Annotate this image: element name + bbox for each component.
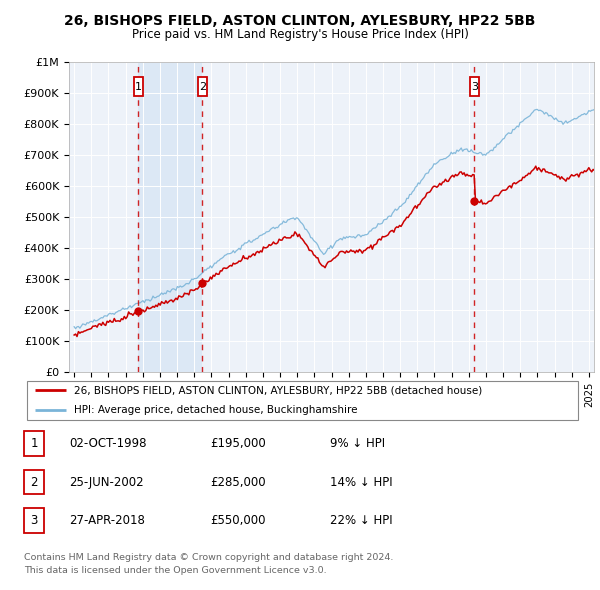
Text: 25-JUN-2002: 25-JUN-2002 [69, 476, 143, 489]
Text: This data is licensed under the Open Government Licence v3.0.: This data is licensed under the Open Gov… [24, 566, 326, 575]
Text: 2: 2 [199, 82, 206, 91]
Text: 22% ↓ HPI: 22% ↓ HPI [330, 514, 392, 527]
FancyBboxPatch shape [470, 77, 479, 96]
Text: 2: 2 [31, 476, 38, 489]
Text: £550,000: £550,000 [210, 514, 265, 527]
Text: Price paid vs. HM Land Registry's House Price Index (HPI): Price paid vs. HM Land Registry's House … [131, 28, 469, 41]
Text: Contains HM Land Registry data © Crown copyright and database right 2024.: Contains HM Land Registry data © Crown c… [24, 553, 394, 562]
FancyBboxPatch shape [27, 381, 578, 419]
Text: 3: 3 [31, 514, 38, 527]
Text: £285,000: £285,000 [210, 476, 266, 489]
Text: 14% ↓ HPI: 14% ↓ HPI [330, 476, 392, 489]
Text: 27-APR-2018: 27-APR-2018 [69, 514, 145, 527]
Text: 26, BISHOPS FIELD, ASTON CLINTON, AYLESBURY, HP22 5BB (detached house): 26, BISHOPS FIELD, ASTON CLINTON, AYLESB… [74, 385, 482, 395]
Text: 1: 1 [135, 82, 142, 91]
Text: 02-OCT-1998: 02-OCT-1998 [69, 437, 146, 450]
Text: HPI: Average price, detached house, Buckinghamshire: HPI: Average price, detached house, Buck… [74, 405, 358, 415]
Text: 1: 1 [31, 437, 38, 450]
FancyBboxPatch shape [134, 77, 143, 96]
Text: £195,000: £195,000 [210, 437, 266, 450]
FancyBboxPatch shape [198, 77, 207, 96]
Text: 9% ↓ HPI: 9% ↓ HPI [330, 437, 385, 450]
Text: 26, BISHOPS FIELD, ASTON CLINTON, AYLESBURY, HP22 5BB: 26, BISHOPS FIELD, ASTON CLINTON, AYLESB… [64, 14, 536, 28]
Bar [139, 62, 202, 372]
Text: 3: 3 [471, 82, 478, 91]
